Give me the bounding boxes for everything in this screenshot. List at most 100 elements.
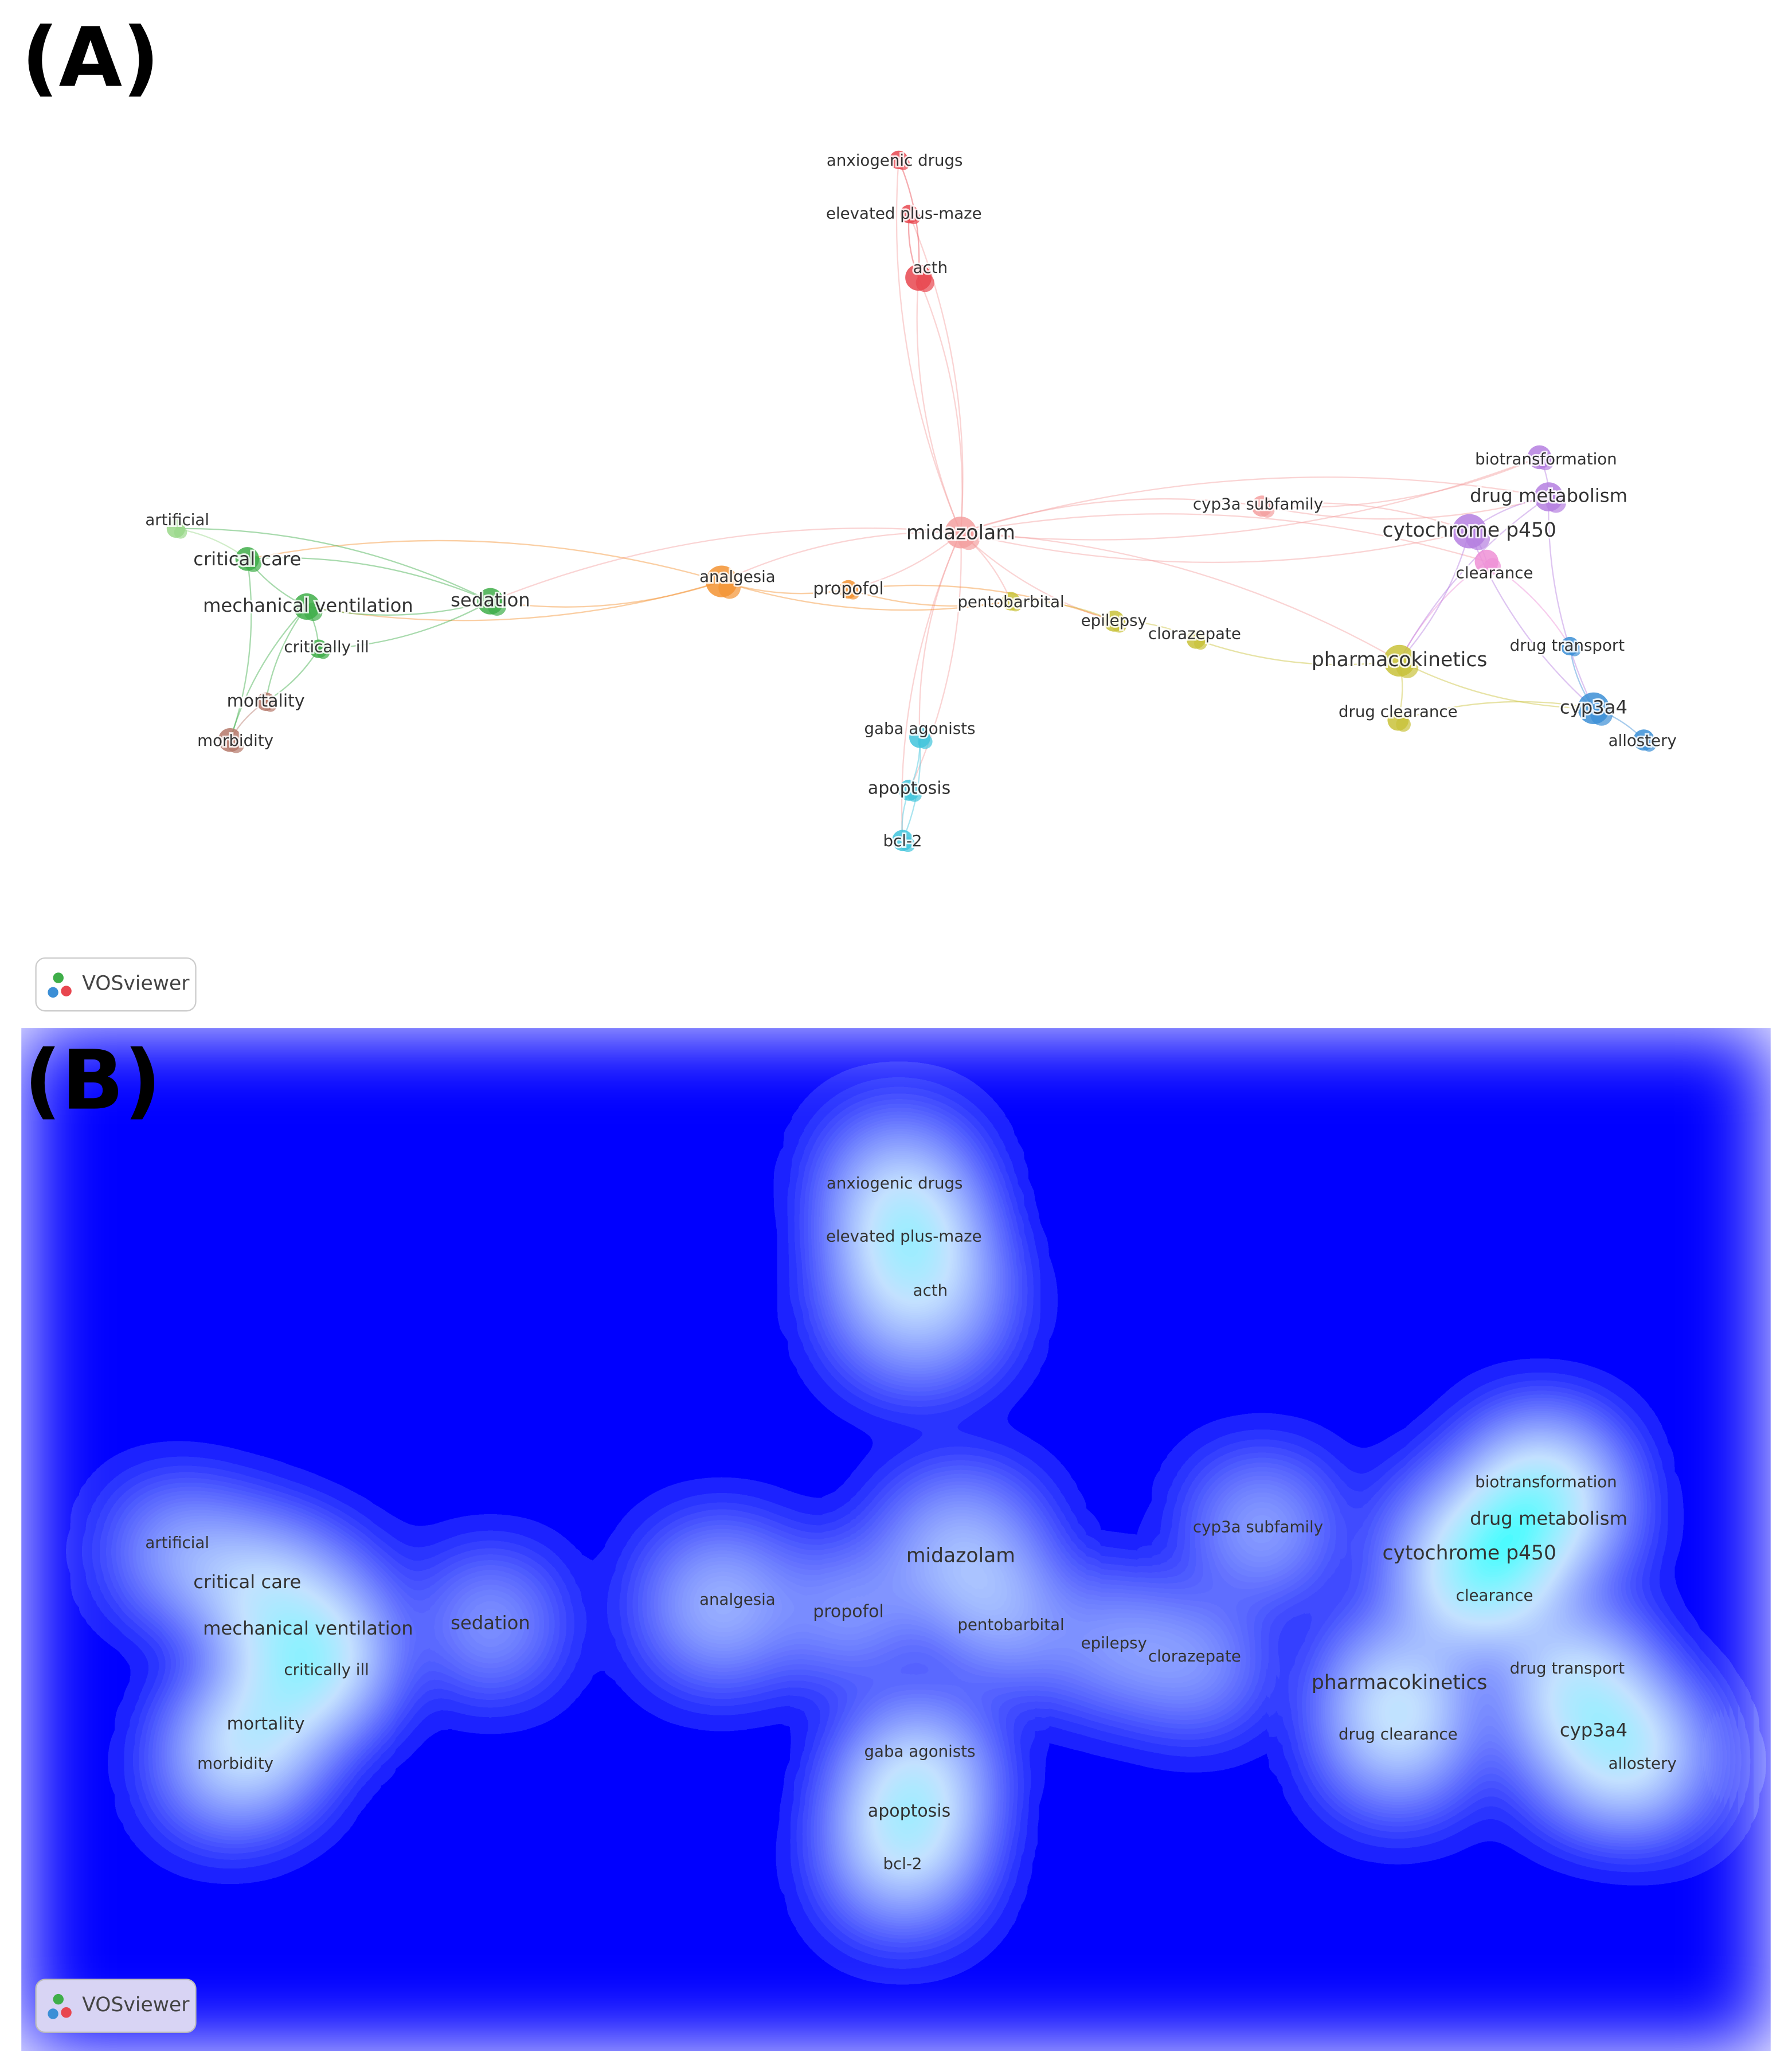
density-label: gaba agonists [864, 1742, 975, 1761]
node [846, 587, 860, 600]
node-label: drug clearance [1339, 702, 1458, 721]
edge [918, 277, 963, 533]
heat-spot [900, 1495, 1022, 1616]
node [1641, 737, 1657, 752]
heat-spot [853, 1235, 984, 1366]
node [264, 699, 277, 712]
edge [918, 532, 961, 738]
density-label: drug metabolism [1470, 1508, 1627, 1530]
node-label: gaba agonists [864, 719, 975, 738]
edge [1399, 531, 1470, 662]
edge [960, 456, 1540, 541]
edge [1262, 496, 1549, 520]
logo-icon [61, 986, 72, 996]
node [1009, 598, 1022, 612]
panel-label: (A) [21, 10, 159, 105]
logo-icon [53, 1993, 64, 2005]
edge [1548, 497, 1594, 709]
edge [848, 584, 1114, 622]
edge [229, 606, 307, 741]
node [1259, 503, 1275, 518]
node-label: drug metabolism [1470, 485, 1627, 507]
edges [175, 159, 1645, 841]
edge [175, 527, 491, 602]
node-label: cyp3a subfamily [1193, 494, 1323, 513]
edge [1262, 502, 1470, 532]
node [915, 273, 934, 292]
heat-spot [179, 1713, 280, 1813]
node-label: pharmacokinetics [1312, 648, 1488, 671]
edge [247, 540, 722, 583]
density-label: drug transport [1510, 1659, 1625, 1678]
logo-icon [61, 2007, 72, 2018]
heat-spot [852, 1813, 953, 1914]
edge [960, 476, 1549, 533]
logo-box [35, 1979, 197, 2033]
density-label: clorazepate [1148, 1647, 1241, 1666]
density-label: critical care [193, 1571, 301, 1593]
node [245, 555, 262, 572]
logo-icon [48, 2008, 58, 2019]
node [1466, 526, 1490, 550]
node [907, 211, 921, 225]
node-label: morbidity [197, 731, 273, 750]
heat-spot [666, 1549, 777, 1660]
edge [848, 588, 1011, 607]
node-label: critically ill [284, 637, 369, 656]
edge [960, 513, 1487, 562]
node-label: propofol [813, 578, 884, 599]
density-label: pentobarbital [957, 1615, 1064, 1634]
logo-box [35, 957, 197, 1012]
density-label: epilepsy [1081, 1633, 1147, 1652]
edge [229, 558, 252, 741]
node-label: cyp3a4 [1560, 696, 1627, 718]
edge [721, 581, 1011, 611]
node [897, 157, 910, 170]
density-label: elevated plus-maze [826, 1226, 982, 1245]
edge [960, 498, 1262, 533]
density-label: cyp3a subfamily [1193, 1517, 1323, 1536]
density-label: sedation [451, 1612, 530, 1634]
density-label: critically ill [284, 1660, 369, 1679]
edge [306, 581, 722, 621]
edge [490, 581, 722, 608]
node-label: drug transport [1510, 636, 1625, 655]
node [718, 576, 741, 599]
node-label: anxiogenic drugs [827, 151, 963, 170]
edge [909, 532, 962, 791]
density-label: apoptosis [868, 1801, 950, 1821]
edge [247, 557, 491, 602]
density-label: mortality [227, 1714, 305, 1734]
density-label: cyp3a4 [1560, 1719, 1627, 1741]
node-label: clearance [1456, 563, 1533, 582]
edge [916, 277, 961, 533]
heat-spot [135, 1511, 216, 1592]
node [907, 787, 922, 802]
density-label: drug clearance [1339, 1725, 1458, 1743]
density-label: analgesia [699, 1590, 776, 1609]
edge [318, 600, 491, 650]
edge [1262, 456, 1540, 508]
density-label: morbidity [197, 1754, 273, 1773]
node-label: elevated plus-maze [826, 204, 982, 222]
density-label: midazolam [906, 1545, 1015, 1567]
heat [21, 1028, 1771, 2051]
edge [721, 531, 961, 583]
density-label: acth [913, 1281, 948, 1300]
density-label: anxiogenic drugs [827, 1174, 963, 1193]
logo-text: VOSviewer [82, 1993, 190, 2016]
node [174, 526, 187, 539]
density-label: clearance [1456, 1586, 1533, 1605]
node-label: acth [913, 258, 948, 277]
node [228, 736, 245, 753]
node [487, 597, 507, 616]
edge [1011, 600, 1114, 622]
node [1396, 656, 1419, 678]
density-label: bcl-2 [883, 1854, 922, 1873]
node [316, 646, 330, 659]
node-label: analgesia [699, 567, 776, 586]
node [1537, 454, 1554, 471]
node [304, 602, 323, 621]
node [1194, 636, 1207, 650]
node-label: epilepsy [1081, 611, 1147, 630]
